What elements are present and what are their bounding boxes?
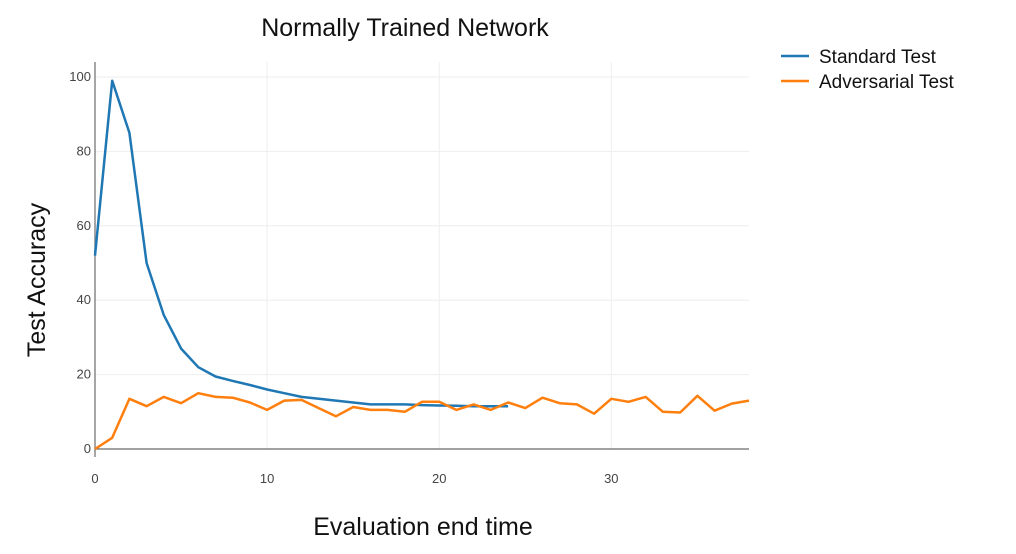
- y-tick-label: 80: [77, 143, 91, 158]
- legend-label-standard-test: Standard Test: [819, 47, 937, 68]
- series-line-standard-test: [93, 79, 509, 408]
- tick-labels: 0 20 40 60 80 100 0 10 20 30: [69, 69, 618, 486]
- x-tick-label: 20: [432, 471, 446, 486]
- x-tick-label: 0: [91, 471, 98, 486]
- gridlines: [95, 62, 749, 449]
- legend-item-standard-test[interactable]: Standard Test: [781, 47, 937, 68]
- series-line-adversarial-test: [94, 391, 750, 451]
- x-tick-label: 30: [604, 471, 618, 486]
- axes: [94, 62, 749, 457]
- y-tick-label: 0: [84, 441, 91, 456]
- y-axis-title: Test Accuracy: [23, 202, 51, 357]
- chart-title: Normally Trained Network: [261, 14, 549, 42]
- y-tick-label: 40: [77, 292, 91, 307]
- legend-label-adversarial-test: Adversarial Test: [819, 72, 955, 93]
- y-tick-label: 20: [77, 367, 91, 382]
- y-tick-label: 100: [69, 69, 91, 84]
- x-axis-title: Evaluation end time: [313, 513, 533, 541]
- legend[interactable]: Standard Test Adversarial Test: [781, 47, 955, 93]
- legend-item-adversarial-test[interactable]: Adversarial Test: [781, 72, 955, 93]
- y-tick-label: 60: [77, 218, 91, 233]
- series-layer: [93, 79, 750, 451]
- x-tick-label: 10: [260, 471, 274, 486]
